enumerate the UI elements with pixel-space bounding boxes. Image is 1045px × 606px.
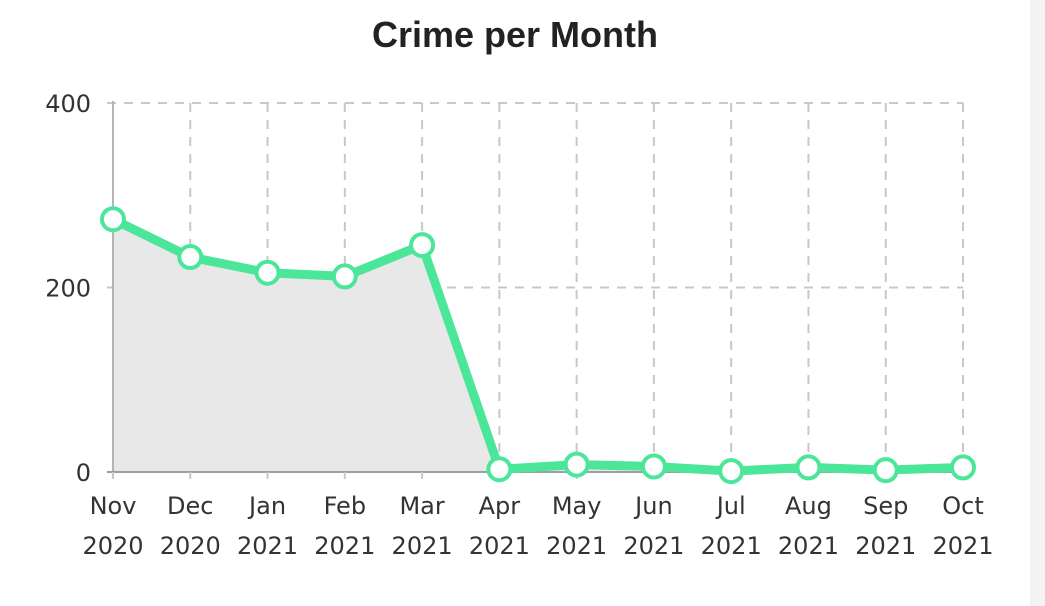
data-point bbox=[563, 451, 590, 478]
y-tick-label: 400 bbox=[45, 90, 91, 118]
x-tick-label-month: Dec bbox=[167, 492, 213, 520]
data-point bbox=[409, 232, 436, 259]
y-tick-label: 0 bbox=[76, 459, 91, 487]
x-tick-label-year: 2020 bbox=[160, 532, 221, 560]
data-point bbox=[100, 206, 126, 233]
x-tick-label-month: Mar bbox=[399, 492, 444, 520]
x-tick-label-month: Oct bbox=[942, 492, 984, 520]
x-tick-label-year: 2021 bbox=[237, 532, 298, 560]
x-tick-label-year: 2021 bbox=[701, 532, 762, 560]
data-point bbox=[640, 453, 667, 480]
data-point bbox=[331, 263, 358, 290]
x-tick-label-year: 2021 bbox=[469, 532, 530, 560]
x-tick-label-month: Feb bbox=[324, 492, 367, 520]
x-tick-label-month: Apr bbox=[479, 492, 521, 520]
x-tick-label-year: 2021 bbox=[546, 532, 607, 560]
x-tick-label-year: 2021 bbox=[932, 532, 993, 560]
x-tick-label-month: Jul bbox=[715, 492, 746, 520]
x-tick-label-month: May bbox=[552, 492, 602, 520]
x-tick-label-year: 2021 bbox=[623, 532, 684, 560]
x-tick-label-month: Nov bbox=[90, 492, 137, 520]
data-point bbox=[718, 458, 745, 485]
area-fill bbox=[113, 219, 963, 472]
x-tick-label-month: Aug bbox=[785, 492, 832, 520]
data-point bbox=[872, 457, 899, 484]
data-point bbox=[177, 244, 204, 271]
x-tick-label-year: 2021 bbox=[392, 532, 453, 560]
data-point bbox=[486, 456, 513, 483]
x-tick-label-year: 2020 bbox=[82, 532, 143, 560]
data-point bbox=[950, 454, 976, 481]
data-point bbox=[795, 454, 822, 481]
x-tick-label-month: Sep bbox=[863, 492, 908, 520]
x-tick-label-year: 2021 bbox=[778, 532, 839, 560]
x-tick-label-month: Jan bbox=[247, 492, 286, 520]
y-tick-label: 200 bbox=[45, 275, 91, 303]
page-edge bbox=[1030, 0, 1045, 606]
chart-title: Crime per Month bbox=[371, 14, 658, 55]
x-tick-label-year: 2021 bbox=[855, 532, 916, 560]
data-point bbox=[254, 259, 281, 286]
x-tick-label-month: Jun bbox=[633, 492, 673, 520]
x-tick-label-year: 2021 bbox=[314, 532, 375, 560]
